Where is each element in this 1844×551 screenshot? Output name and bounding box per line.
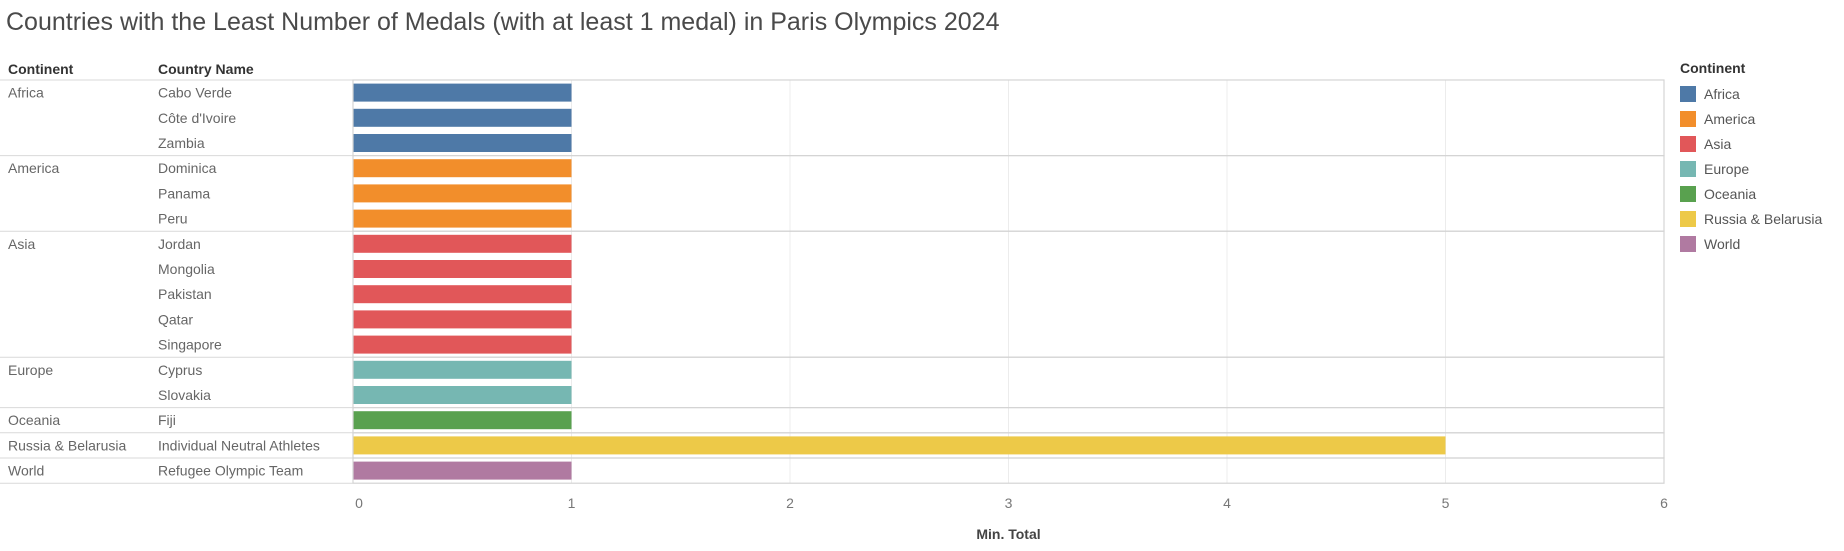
country-label: Fiji: [158, 412, 176, 428]
bar: [353, 83, 572, 102]
legend-label: America: [1704, 110, 1756, 127]
legend-item[interactable]: Asia: [1680, 131, 1822, 156]
continent-label: Oceania: [8, 412, 60, 428]
continent-label: Asia: [8, 236, 35, 252]
continent-label: America: [8, 160, 60, 176]
x-tick-label: 3: [1005, 495, 1013, 511]
continent-column-header: Continent: [8, 61, 74, 77]
legend-item[interactable]: Europe: [1680, 156, 1822, 181]
legend: Continent Africa America Asia Europe Oceania…: [1680, 60, 1822, 256]
country-label: Mongolia: [158, 261, 215, 277]
chart-title: Countries with the Least Number of Medal…: [6, 8, 1000, 36]
continent-label: Europe: [8, 362, 53, 378]
country-label: Côte d'Ivoire: [158, 110, 236, 126]
legend-swatch: [1680, 85, 1696, 102]
legend-swatch: [1680, 160, 1696, 177]
x-axis-title: Min. Total: [976, 526, 1040, 542]
bar: [353, 234, 572, 253]
bar: [353, 285, 572, 304]
legend-swatch: [1680, 235, 1696, 252]
x-tick-label: 4: [1223, 495, 1231, 511]
country-label: Panama: [158, 185, 210, 201]
continent-label: Russia & Belarusia: [8, 437, 126, 453]
x-tick-label: 2: [786, 495, 794, 511]
country-label: Cabo Verde: [158, 85, 232, 101]
country-label: Individual Neutral Athletes: [158, 437, 320, 453]
country-label: Dominica: [158, 160, 217, 176]
country-label: Pakistan: [158, 286, 212, 302]
bar: [353, 386, 572, 404]
bar: [353, 310, 572, 329]
legend-label: World: [1704, 235, 1741, 252]
continent-label: World: [8, 463, 44, 479]
legend-title: Continent: [1680, 60, 1746, 76]
country-label: Qatar: [158, 311, 193, 327]
country-label: Slovakia: [158, 387, 211, 403]
country-label: Jordan: [158, 236, 201, 252]
x-tick-label: 5: [1442, 495, 1450, 511]
country-label: Peru: [158, 211, 188, 227]
bar: [353, 209, 572, 228]
x-tick-label: 0: [355, 495, 363, 511]
x-tick-label: 1: [568, 495, 576, 511]
legend-label: Europe: [1704, 160, 1750, 177]
continent-label: Africa: [8, 85, 44, 101]
legend-swatch: [1680, 135, 1696, 152]
legend-item[interactable]: World: [1680, 231, 1822, 256]
country-label: Zambia: [158, 135, 205, 151]
legend-label: Oceania: [1704, 185, 1757, 202]
bar: [353, 134, 572, 152]
country-column-header: Country Name: [158, 61, 254, 77]
legend-label: Russia & Belarusia: [1704, 210, 1823, 227]
country-label: Cyprus: [158, 362, 202, 378]
bar: [353, 411, 572, 430]
legend-item[interactable]: Oceania: [1680, 181, 1822, 206]
legend-item[interactable]: America: [1680, 106, 1822, 131]
legend-label: Asia: [1704, 135, 1732, 152]
legend-swatch: [1680, 210, 1696, 227]
bar-chart: Africa Cabo Verde Côte d'Ivoire Zambia Ameri…: [0, 79, 1668, 542]
bar: [353, 360, 572, 379]
legend-label: Africa: [1704, 85, 1740, 102]
legend-swatch: [1680, 110, 1696, 127]
country-label: Singapore: [158, 337, 222, 353]
bar: [353, 260, 572, 278]
country-label: Refugee Olympic Team: [158, 463, 303, 479]
bar: [353, 436, 1446, 455]
legend-item[interactable]: Africa: [1680, 81, 1822, 106]
legend-item[interactable]: Russia & Belarusia: [1680, 206, 1822, 231]
bar: [353, 184, 572, 203]
bar: [353, 108, 572, 127]
bar: [353, 335, 572, 354]
bar: [353, 159, 572, 178]
legend-swatch: [1680, 185, 1696, 202]
bar: [353, 461, 572, 480]
x-tick-label: 6: [1660, 495, 1668, 511]
pane-border: [352, 457, 1665, 484]
